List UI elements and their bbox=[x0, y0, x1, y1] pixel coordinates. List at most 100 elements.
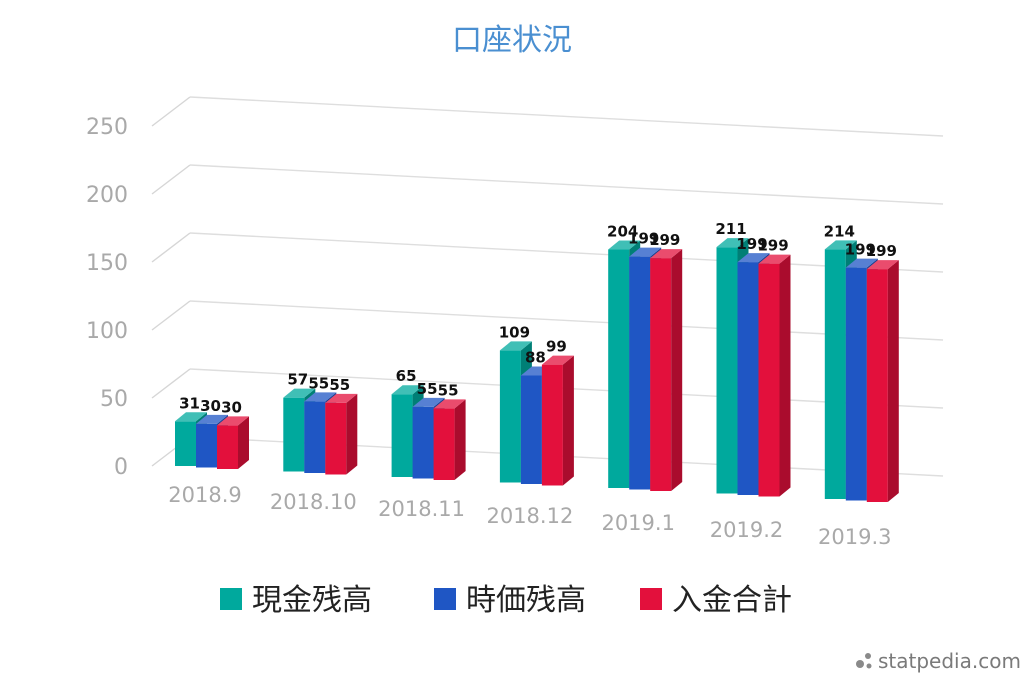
bar-front bbox=[196, 423, 217, 468]
data-label: 199 bbox=[757, 237, 788, 255]
data-label: 55 bbox=[329, 376, 350, 394]
bar-side bbox=[454, 399, 466, 480]
bar-front bbox=[866, 269, 888, 502]
x-tick-label: 2018.10 bbox=[270, 490, 357, 514]
watermark-dot-icon bbox=[866, 663, 872, 669]
legend-item: 入金合計 bbox=[640, 583, 792, 618]
bar-top bbox=[175, 412, 207, 422]
gridline bbox=[189, 164, 944, 205]
legend: 現金残高 時価残高 入金合計 bbox=[220, 583, 792, 618]
bar-front bbox=[499, 350, 521, 483]
gridline-depth bbox=[151, 300, 191, 331]
data-label: 55 bbox=[417, 380, 438, 398]
gridline bbox=[189, 300, 944, 341]
bar-front bbox=[391, 394, 413, 477]
data-label: 31 bbox=[179, 394, 200, 412]
x-tick-label: 2019.2 bbox=[710, 518, 783, 542]
bar-top bbox=[866, 260, 899, 270]
bar bbox=[650, 249, 683, 491]
legend-label: 入金合計 bbox=[672, 583, 792, 618]
y-tick-label: 0 bbox=[114, 455, 128, 480]
bar-top bbox=[196, 414, 228, 424]
bar-top bbox=[608, 240, 641, 250]
bar-top bbox=[391, 385, 424, 395]
data-label: 99 bbox=[546, 338, 567, 356]
y-tick-label: 100 bbox=[86, 319, 128, 344]
bar-side bbox=[887, 260, 899, 502]
gridline-depth bbox=[151, 232, 191, 263]
bar-top bbox=[629, 247, 662, 257]
bar-front bbox=[175, 421, 196, 466]
bar-top bbox=[716, 238, 749, 248]
bar-top bbox=[412, 397, 445, 407]
data-label: 199 bbox=[649, 231, 680, 249]
bar-top bbox=[217, 416, 249, 426]
bar-top bbox=[541, 355, 574, 365]
data-label: 30 bbox=[200, 397, 221, 415]
bar-side bbox=[671, 249, 683, 491]
gridline-depth bbox=[151, 96, 191, 127]
data-label: 204 bbox=[607, 223, 638, 241]
bar-front bbox=[541, 364, 563, 486]
bar-top bbox=[758, 254, 791, 264]
watermark-dot-icon bbox=[856, 660, 864, 668]
x-tick-label: 2019.1 bbox=[601, 511, 674, 535]
data-label: 30 bbox=[221, 398, 242, 416]
bar-front bbox=[716, 247, 738, 494]
bar bbox=[758, 254, 791, 497]
bar-top bbox=[824, 240, 857, 250]
legend-swatch bbox=[434, 588, 456, 610]
data-label: 109 bbox=[499, 323, 530, 341]
bar-side bbox=[562, 355, 574, 486]
bar bbox=[866, 260, 899, 502]
bar bbox=[541, 355, 574, 486]
watermark: statpedia.com bbox=[856, 649, 1021, 673]
bar-front bbox=[824, 249, 846, 499]
watermark-text: statpedia.com bbox=[878, 649, 1021, 673]
bar-front bbox=[433, 408, 455, 480]
x-tick-label: 2018.11 bbox=[378, 497, 465, 521]
data-label: 55 bbox=[308, 374, 329, 392]
bar-top bbox=[304, 392, 337, 402]
bar-front bbox=[325, 402, 347, 475]
bar-side bbox=[346, 393, 358, 475]
bar-top bbox=[283, 388, 316, 398]
data-label: 211 bbox=[715, 220, 746, 238]
data-label: 199 bbox=[628, 230, 659, 248]
bar-front bbox=[608, 249, 630, 488]
legend-item: 時価残高 bbox=[434, 583, 586, 618]
legend-item: 現金残高 bbox=[220, 583, 372, 618]
bar-top bbox=[650, 249, 683, 259]
x-tick-label: 2018.9 bbox=[168, 483, 241, 507]
bar-front bbox=[304, 401, 326, 473]
bar-front bbox=[737, 262, 759, 495]
bar bbox=[325, 393, 358, 475]
bar-top bbox=[325, 393, 358, 403]
y-tick-label: 250 bbox=[86, 115, 128, 140]
bar-top bbox=[737, 253, 770, 263]
bar-front bbox=[412, 406, 434, 479]
legend-label: 現金残高 bbox=[252, 583, 372, 618]
data-label: 199 bbox=[845, 241, 876, 259]
data-label: 199 bbox=[866, 242, 897, 260]
bar-front bbox=[758, 263, 780, 497]
data-label: 199 bbox=[736, 235, 767, 253]
x-tick-label: 2018.12 bbox=[486, 504, 573, 528]
data-label: 55 bbox=[438, 381, 459, 399]
bar-side bbox=[238, 416, 249, 469]
legend-label: 時価残高 bbox=[466, 583, 586, 618]
y-tick-label: 50 bbox=[100, 387, 128, 412]
bar bbox=[433, 399, 466, 480]
bar-front bbox=[283, 397, 305, 472]
bar-front bbox=[650, 258, 672, 491]
data-label: 65 bbox=[396, 367, 417, 385]
data-label: 57 bbox=[287, 371, 308, 389]
watermark-dot-icon bbox=[865, 653, 871, 659]
bar-top bbox=[433, 399, 466, 409]
x-axis: 2018.9 2018.10 2018.11 2018.12 2019.1 2019.2 2… bbox=[168, 483, 891, 549]
data-label: 214 bbox=[824, 222, 855, 240]
gridline bbox=[189, 96, 944, 137]
gridline bbox=[189, 232, 944, 273]
